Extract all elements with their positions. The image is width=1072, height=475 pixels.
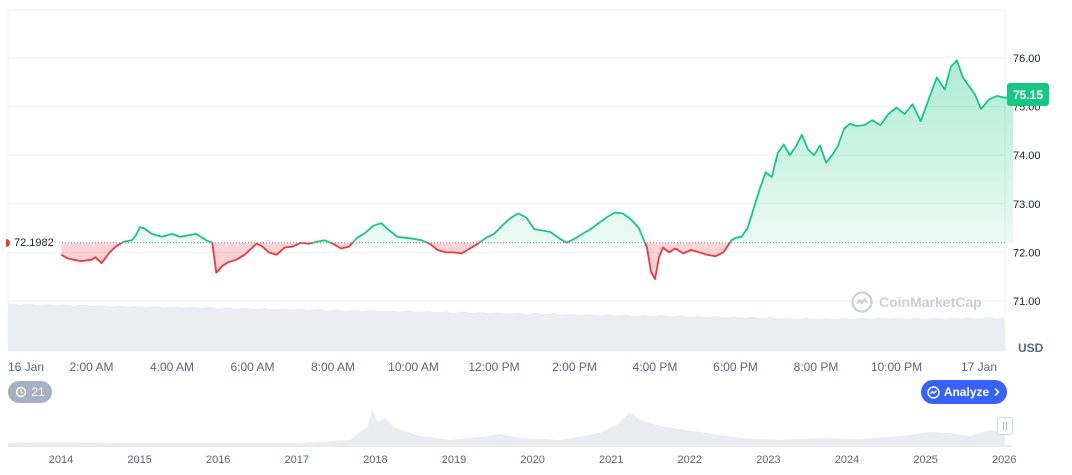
y-tick-label: 76.00: [1013, 53, 1041, 65]
range-handle[interactable]: [997, 417, 1013, 435]
y-tick-label: 73.00: [1013, 199, 1041, 211]
overview-x-label: 2022: [678, 454, 702, 466]
x-tick-label: 16 Jan: [8, 360, 44, 374]
x-tick-label: 2:00 AM: [69, 360, 113, 374]
x-tick-label: 2:00 PM: [552, 360, 597, 374]
overview-x-label: 2016: [206, 454, 230, 466]
coinmarketcap-logo-icon: [851, 291, 873, 313]
currency-label: USD: [1018, 341, 1044, 355]
overview-x-label: 2025: [913, 454, 937, 466]
analyze-label: Analyze: [943, 385, 990, 399]
handle-grip-line: [1006, 422, 1007, 430]
x-tick-label: 17 Jan: [961, 360, 997, 374]
baseline-value-badge: 72.1982: [6, 235, 58, 251]
overview-x-label: 2026: [992, 454, 1016, 466]
overview-x-label: 2014: [49, 454, 73, 466]
area-above-baseline: [121, 60, 1014, 243]
handle-grip-line: [1003, 422, 1004, 430]
history-count: 21: [31, 385, 45, 399]
overview-x-label: 2020: [520, 454, 544, 466]
series-line-up: [120, 59, 1014, 243]
current-price-badge: 75.15: [1007, 83, 1049, 106]
x-tick-label: 6:00 PM: [713, 360, 758, 374]
x-tick-label: 10:00 AM: [388, 360, 439, 374]
overview-x-label: 2024: [835, 454, 859, 466]
history-button[interactable]: 21: [8, 381, 52, 403]
baseline-marker-icon: [6, 239, 10, 247]
overview-x-label: 2018: [363, 454, 387, 466]
overview-x-label: 2023: [756, 454, 780, 466]
x-tick-label: 12:00 PM: [468, 360, 519, 374]
x-tick-label: 6:00 AM: [230, 360, 274, 374]
overview-x-label: 2021: [599, 454, 623, 466]
y-tick-label: 74.00: [1013, 150, 1041, 162]
x-tick-label: 4:00 AM: [150, 360, 194, 374]
y-tick-label: 72.00: [1013, 247, 1041, 259]
x-tick-label: 8:00 PM: [794, 360, 839, 374]
x-tick-label: 4:00 PM: [633, 360, 678, 374]
x-tick-label: 8:00 AM: [311, 360, 355, 374]
history-icon: [16, 386, 27, 398]
watermark: CoinMarketCap: [851, 291, 982, 313]
baseline-value-label: 72.1982: [14, 237, 54, 249]
overview-x-label: 2017: [285, 454, 309, 466]
current-price-label: 75.15: [1012, 87, 1044, 102]
analyze-button[interactable]: Analyze: [921, 380, 1007, 404]
series-line-down: [60, 242, 731, 280]
analyze-icon: [927, 385, 940, 399]
overview-area: [8, 410, 1005, 446]
x-tick-label: 10:00 PM: [871, 360, 922, 374]
volume-band: [8, 303, 1005, 351]
overview-x-label: 2019: [442, 454, 466, 466]
watermark-text: CoinMarketCap: [879, 294, 982, 310]
y-tick-label: 71.00: [1013, 296, 1041, 308]
chevron-right-icon: [994, 387, 1000, 397]
overview-x-label: 2015: [127, 454, 151, 466]
